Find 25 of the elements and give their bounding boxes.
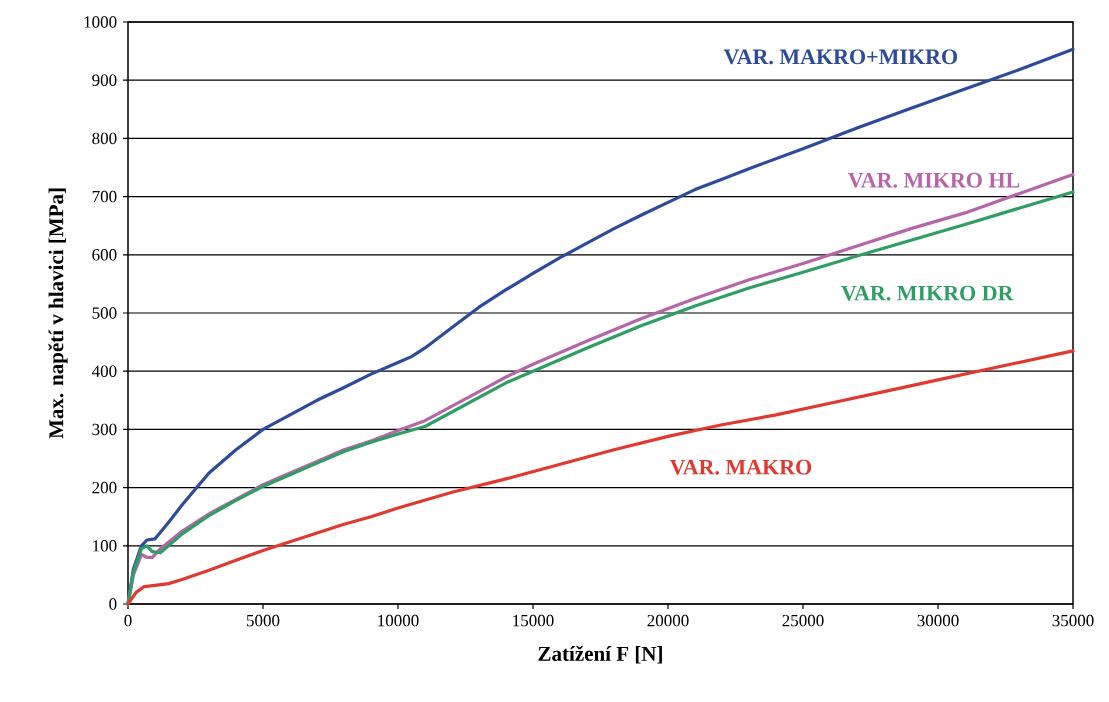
series-label: VAR. MAKRO: [669, 459, 812, 475]
y-tick-label: 700: [92, 190, 117, 203]
x-tick-label: 30000: [917, 614, 959, 627]
series-label: VAR. MIKRO DR: [841, 285, 1014, 301]
x-axis-title: Zatížení F [N]: [538, 645, 662, 664]
series-label: VAR. MIKRO HL: [847, 172, 1020, 188]
y-tick-label: 300: [92, 423, 117, 436]
x-tick-label: 15000: [513, 614, 554, 627]
y-tick-label: 100: [93, 540, 117, 552]
y-tick-label: 900: [92, 74, 117, 86]
y-tick-label: 400: [91, 365, 117, 377]
y-axis-title: Max. napětí v hlavici [MPa]: [48, 188, 68, 439]
y-tick-label: 600: [92, 249, 117, 261]
y-tick-label: 1000: [84, 16, 117, 28]
y-tick-label: 0: [109, 598, 117, 610]
y-tick-label: 500: [92, 307, 117, 319]
x-tick-label: 35000: [1052, 614, 1094, 627]
x-tick-label: 5000: [246, 614, 280, 627]
y-tick-label: 800: [92, 132, 117, 145]
x-tick-label: 10000: [378, 614, 419, 627]
x-tick-label: 20000: [647, 614, 689, 627]
x-tick-label: 0: [124, 614, 132, 627]
y-tick-label: 200: [92, 481, 117, 494]
series-label: VAR. MAKRO+MIKRO: [723, 49, 958, 65]
x-tick-label: 25000: [782, 614, 824, 627]
